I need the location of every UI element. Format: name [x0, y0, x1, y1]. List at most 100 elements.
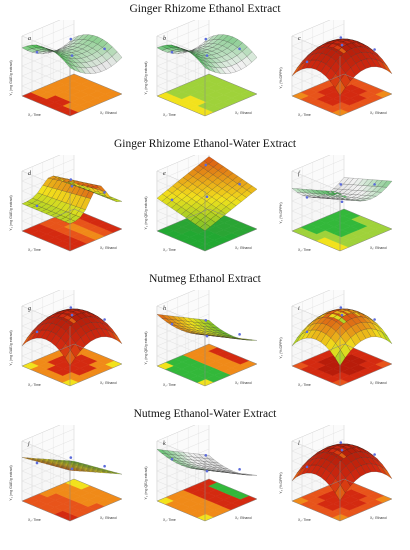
design-point — [204, 37, 208, 41]
surface-panel-h: h Y₂ (mg QE/g extract) X₁: Ethanol X₂: Time — [143, 290, 268, 408]
response-surface — [156, 314, 258, 341]
y-axis-label: Y₁ (mg GAE/g extract) — [9, 465, 13, 500]
design-point — [103, 464, 106, 468]
design-point — [339, 306, 343, 309]
design-point — [35, 461, 39, 465]
surface-plot-i: i Y₃ (% DPPH) X₁: Ethanol X₂: Time — [279, 290, 393, 387]
design-point — [205, 54, 209, 57]
z-axis-label: X₂: Time — [163, 248, 176, 252]
surface-panel-l: l Y₃ (% DPPH) X₁: Ethanol X₂: Time — [278, 425, 403, 543]
z-axis-label: X₂: Time — [298, 383, 311, 387]
design-point — [70, 313, 74, 317]
z-axis-label: X₂: Time — [163, 518, 176, 522]
y-axis-label: Y₃ (% DPPH) — [279, 202, 283, 223]
y-axis-label: Y₂ (mg QE/g extract) — [144, 196, 148, 229]
design-point — [204, 453, 208, 457]
y-axis-label: Y₁ (mg GAE/g extract) — [9, 330, 13, 365]
response-surface — [21, 175, 123, 224]
x-axis-label: X₁: Ethanol — [370, 381, 387, 385]
floor-contour — [156, 343, 258, 387]
section-title-4: Nutmeg Ethanol-Water Extract — [133, 408, 277, 420]
panel-letter: i — [298, 306, 300, 312]
x-axis-label: X₁: Ethanol — [370, 246, 387, 250]
panel-letter: e — [163, 171, 166, 177]
surface-plot-b: b Y₂ (mg QE/g extract) X₁: Ethanol X₂: Time — [144, 20, 258, 117]
design-point — [204, 163, 208, 167]
panel-letter: f — [298, 170, 301, 177]
z-axis-label: X₂: Time — [28, 113, 41, 117]
z-axis-label: X₂: Time — [163, 113, 176, 117]
panel-letter: j — [27, 441, 30, 447]
x-axis-label: X₁: Ethanol — [100, 381, 117, 385]
design-point — [170, 50, 174, 54]
design-points — [170, 37, 241, 57]
panel-letter: h — [163, 306, 166, 312]
z-axis-label: X₂: Time — [298, 248, 311, 252]
surface-plot-f: f Y₃ (% DPPH) X₁: Ethanol X₂: Time — [279, 155, 393, 252]
panel-letter: k — [163, 441, 166, 447]
response-surface — [156, 156, 258, 231]
design-point — [103, 47, 106, 51]
box-edges — [156, 56, 258, 117]
surface-plot-a: a Y₁ (mg GAE/g extract) X₁: Ethanol X₂: Tim… — [9, 20, 123, 117]
response-surface — [21, 457, 123, 475]
design-point — [35, 330, 39, 334]
response-surface — [291, 443, 393, 502]
box-edges — [291, 191, 393, 252]
design-points — [170, 163, 241, 202]
design-point — [238, 333, 241, 336]
design-point — [70, 54, 74, 57]
y-axis-label: Y₂ (mg QE/g extract) — [144, 466, 148, 499]
design-point — [339, 36, 343, 39]
design-point — [35, 50, 39, 54]
x-axis-label: X₁: Ethanol — [370, 111, 387, 115]
z-axis-label: X₂: Time — [298, 113, 311, 117]
surface-panel-i: i Y₃ (% DPPH) X₁: Ethanol X₂: Time — [278, 290, 403, 408]
design-points — [305, 441, 376, 469]
surface-plot-d: d Y₁ (mg GAE/g extract) X₁: Ethanol X₂: Tim… — [9, 155, 123, 252]
design-point — [305, 60, 309, 64]
response-surface — [21, 34, 123, 74]
design-points — [35, 37, 106, 57]
y-axis-label: Y₁ (mg GAE/g extract) — [9, 195, 13, 230]
box-edges — [291, 326, 393, 387]
z-axis-label: X₂: Time — [28, 383, 41, 387]
design-points — [35, 456, 106, 471]
x-axis-label: X₁: Ethanol — [235, 381, 252, 385]
surface-panel-k: k Y₂ (mg QE/g extract) X₁: Ethanol X₂: Time — [143, 425, 268, 543]
surface-plot-g: g Y₁ (mg GAE/g extract) X₁: Ethanol X₂: Tim… — [9, 290, 123, 387]
design-point — [373, 318, 376, 321]
design-point — [238, 468, 241, 471]
response-surface — [156, 449, 258, 476]
design-point — [373, 48, 376, 51]
design-point — [373, 183, 376, 186]
x-axis-label: X₁: Ethanol — [100, 111, 117, 115]
x-axis-label: X₁: Ethanol — [235, 246, 252, 250]
y-axis-label: Y₂ (mg QE/g extract) — [144, 331, 148, 364]
surface-panel-e: e Y₂ (mg QE/g extract) X₁: Ethanol X₂: Time — [143, 155, 268, 273]
design-point — [339, 441, 343, 444]
surface-plot-j: j Y₁ (mg GAE/g extract) X₁: Ethanol X₂: Tim… — [9, 425, 123, 522]
y-axis-label: Y₃ (% DPPH) — [279, 67, 283, 88]
design-point — [103, 191, 106, 194]
design-points — [35, 306, 106, 334]
section-title-3: Nutmeg Ethanol Extract — [149, 273, 261, 285]
surface-panel-b: b Y₂ (mg QE/g extract) X₁: Ethanol X₂: Time — [143, 20, 268, 138]
surface-panel-f: f Y₃ (% DPPH) X₁: Ethanol X₂: Time — [278, 155, 403, 273]
design-point — [69, 456, 73, 459]
design-points — [305, 183, 376, 204]
section-title-1: Ginger Rhizome Ethanol Extract — [129, 3, 281, 15]
panel-letter: b — [163, 36, 166, 42]
x-axis-label: X₁: Ethanol — [100, 516, 117, 520]
box-edges — [21, 191, 123, 252]
design-points — [305, 306, 376, 334]
panel-letter: l — [298, 441, 300, 447]
surface-panel-d: d Y₁ (mg GAE/g extract) X₁: Ethanol X₂: Tim… — [8, 155, 133, 273]
y-axis-label: Y₂ (mg QE/g extract) — [144, 61, 148, 94]
design-point — [170, 322, 174, 326]
design-point — [340, 43, 344, 47]
section-title-2: Ginger Rhizome Ethanol-Water Extract — [113, 138, 297, 150]
design-point — [103, 318, 106, 321]
panel-letter: a — [28, 36, 31, 42]
response-surface — [291, 308, 393, 367]
